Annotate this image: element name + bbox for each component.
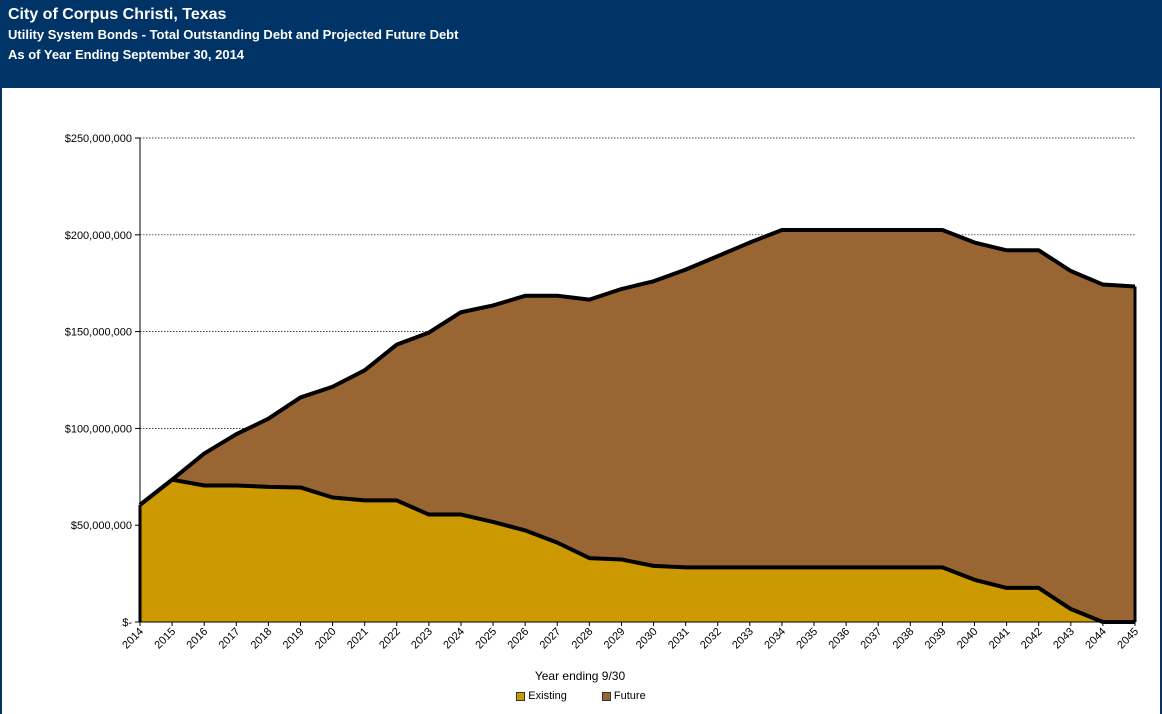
x-tick-label: 2039 [923, 626, 949, 652]
x-tick-label: 2036 [826, 626, 852, 652]
x-tick-label: 2040 [955, 626, 981, 652]
x-tick-label: 2038 [891, 626, 917, 652]
y-tick-label: $- [122, 617, 132, 629]
legend-label-existing: Existing [528, 690, 567, 702]
series-line-total [138, 227, 1136, 507]
x-tick-label: 2029 [602, 626, 628, 652]
series-area-future [140, 229, 1135, 622]
legend-label-future: Future [613, 690, 646, 702]
header-title: City of Corpus Christi, Texas [8, 6, 227, 23]
x-tick-label: 2026 [505, 626, 531, 652]
legend-item-future: Future [601, 690, 646, 702]
header-subtitle: Utility System Bonds - Total Outstanding… [8, 27, 459, 42]
x-tick-label: 2030 [634, 626, 660, 652]
x-tick-label: 2035 [794, 626, 820, 652]
x-tick-label: 2043 [1051, 626, 1077, 652]
series-line-existing [138, 477, 1135, 624]
x-tick-label: 2033 [730, 626, 756, 652]
x-tick-label: 2031 [666, 626, 692, 652]
x-tick-label: 2018 [249, 626, 275, 652]
x-tick-label: 2023 [409, 626, 435, 652]
x-tick-label: 2020 [313, 626, 339, 652]
header-date: As of Year Ending September 30, 2014 [8, 47, 245, 62]
chart-legend: Existing Future [0, 690, 1162, 702]
x-tick-label: 2016 [185, 626, 211, 652]
x-tick-label: 2014 [120, 626, 146, 652]
x-tick-label: 2024 [441, 626, 467, 652]
legend-swatch-future [601, 691, 611, 701]
series-area-existing [140, 479, 1135, 622]
x-axis-label: Year ending 9/30 [535, 669, 626, 683]
x-tick-label: 2042 [1019, 626, 1045, 652]
x-tick-label: 2017 [217, 626, 243, 652]
x-tick-label: 2015 [152, 626, 178, 652]
x-tick-label: 2022 [377, 626, 403, 652]
x-tick-label: 2025 [473, 626, 499, 652]
x-tick-label: 2037 [859, 626, 885, 652]
chart-header: City of Corpus Christi, Texas Utility Sy… [0, 0, 1162, 88]
legend-swatch-existing [516, 691, 526, 701]
y-tick-label: $150,000,000 [65, 327, 132, 339]
y-tick-label: $100,000,000 [65, 423, 132, 435]
x-tick-label: 2028 [570, 626, 596, 652]
x-tick-label: 2019 [281, 626, 307, 652]
x-tick-label: 2034 [762, 626, 788, 652]
x-tick-label: 2032 [698, 626, 724, 652]
x-tick-label: 2027 [538, 626, 564, 652]
x-tick-label: 2041 [987, 626, 1013, 652]
x-tick-label: 2045 [1115, 626, 1141, 652]
legend-item-existing: Existing [516, 690, 567, 702]
x-tick-label: 2044 [1083, 626, 1109, 652]
y-tick-label: $50,000,000 [71, 520, 132, 532]
x-tick-label: 2021 [345, 626, 371, 652]
y-tick-label: $200,000,000 [65, 230, 132, 242]
y-tick-label: $250,000,000 [65, 133, 132, 145]
